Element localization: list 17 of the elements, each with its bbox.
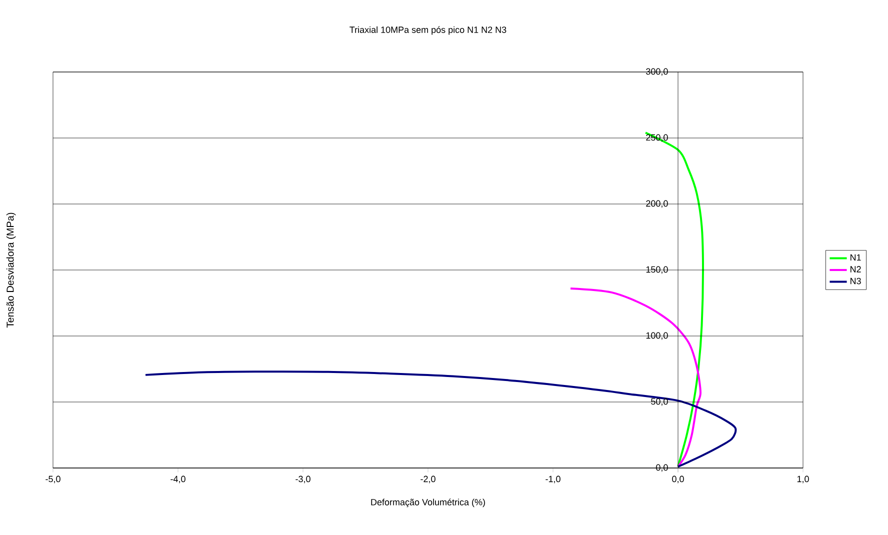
x-tick-label: -1,0 (546, 476, 560, 484)
chart-title: Triaxial 10MPa sem pós pico N1 N2 N3 (350, 26, 506, 35)
legend-label: N1 (850, 254, 861, 261)
y-tick-label: 50,0 (651, 398, 668, 406)
y-tick-label: 150,0 (646, 266, 668, 274)
x-tick-label: -2,0 (420, 476, 436, 484)
x-axis-title: Deformação Volumétrica (%) (371, 498, 485, 508)
legend-label: N2 (850, 266, 861, 272)
x-tick-label: 1,0 (797, 476, 809, 484)
x-tick-label: -3,0 (296, 476, 310, 484)
x-tick-label: -4,0 (170, 476, 186, 484)
y-tick-label: 200,0 (646, 200, 668, 208)
x-tick-label: -5,0 (46, 476, 60, 484)
y-tick-label: 100,0 (646, 332, 668, 340)
legend-label: N3 (850, 278, 861, 284)
x-tick-label: 0,0 (672, 476, 684, 484)
y-axis-title: Tensão Desviadora (MPa) (6, 212, 16, 328)
